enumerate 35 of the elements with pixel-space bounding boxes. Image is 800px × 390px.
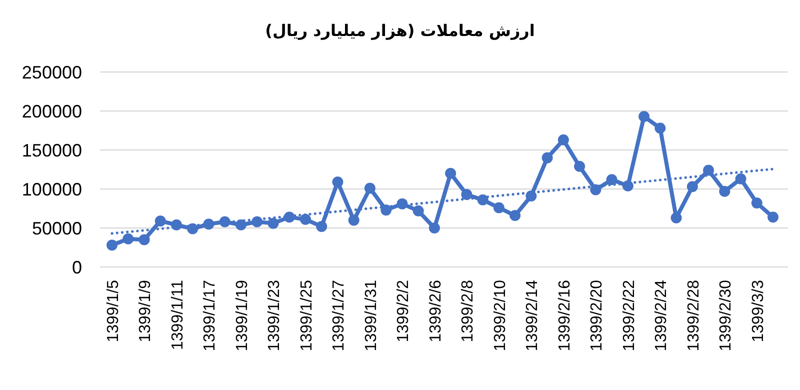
y-tick-label: 0: [72, 258, 82, 278]
x-tick-label: 1399/1/19: [234, 280, 251, 352]
point: [106, 240, 118, 251]
x-tick-label: 1399/2/20: [588, 280, 606, 352]
x-tick-label: 1399/2/14: [524, 280, 542, 352]
x-tick-label: 1399/3/3: [750, 280, 767, 342]
x-tick-label: 1399/1/27: [330, 280, 348, 352]
x-tick-label: 1399/2/28: [685, 280, 702, 352]
x-tick-label: 1399/2/8: [460, 280, 477, 342]
x-tick-label: 1399/2/30: [718, 280, 735, 352]
x-tick-label: 1399/2/22: [620, 280, 638, 352]
x-tick-label: 1399/2/24: [653, 280, 670, 352]
x-tick-label: 1399/1/17: [202, 280, 219, 352]
point: [138, 234, 150, 246]
point: [654, 122, 666, 134]
x-tick-label: 1399/1/11: [169, 280, 186, 350]
x-tick-label: 1399/2/16: [556, 280, 574, 352]
y-tick-label: 100000: [22, 180, 82, 200]
x-tick-label: 1399/1/25: [298, 280, 316, 352]
y-tick-label: 200000: [22, 102, 82, 122]
x-tick-label: 1399/2/6: [427, 280, 444, 342]
x-tick-label: 1399/2/10: [492, 280, 509, 352]
y-tick-label: 150000: [22, 140, 82, 160]
x-tick-label: 1399/1/23: [266, 280, 284, 352]
x-tick-label: 1399/2/2: [395, 280, 412, 342]
y-tick-label: 250000: [22, 62, 82, 82]
x-tick-label: 1399/1/31: [362, 280, 380, 352]
x-tick-label: 1399/1/9: [137, 280, 154, 342]
x-tick-label: 1399/1/5: [105, 280, 122, 342]
chart-title: ارزش معاملات (هزار میلیارد ریال): [265, 21, 535, 40]
y-tick-label: 50000: [32, 218, 82, 238]
point: [542, 152, 553, 164]
point: [122, 233, 134, 244]
point: [558, 134, 569, 146]
point: [638, 110, 650, 122]
